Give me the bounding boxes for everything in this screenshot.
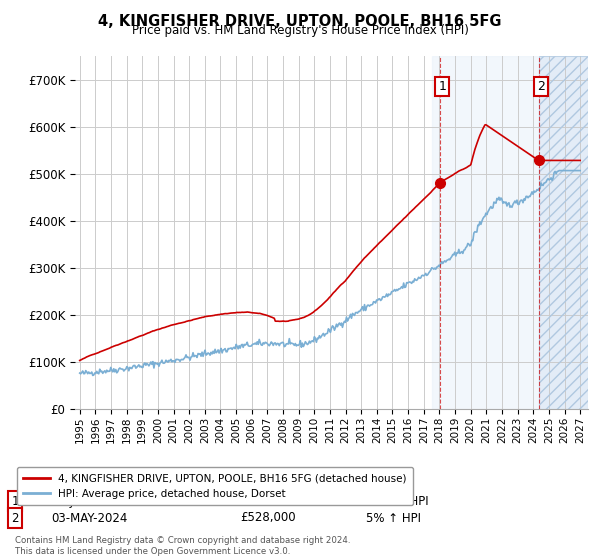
- Text: £480,000: £480,000: [240, 494, 296, 508]
- Text: Contains HM Land Registry data © Crown copyright and database right 2024.
This d: Contains HM Land Registry data © Crown c…: [15, 536, 350, 556]
- Text: 03-MAY-2024: 03-MAY-2024: [51, 511, 127, 525]
- Text: 1: 1: [11, 494, 19, 508]
- Text: £528,000: £528,000: [240, 511, 296, 525]
- Text: 5% ↑ HPI: 5% ↑ HPI: [366, 511, 421, 525]
- Text: Price paid vs. HM Land Registry's House Price Index (HPI): Price paid vs. HM Land Registry's House …: [131, 24, 469, 36]
- Bar: [539, 56, 588, 409]
- Text: 17-JAN-2018: 17-JAN-2018: [51, 494, 125, 508]
- Bar: [539, 56, 588, 409]
- Legend: 4, KINGFISHER DRIVE, UPTON, POOLE, BH16 5FG (detached house), HPI: Average price: 4, KINGFISHER DRIVE, UPTON, POOLE, BH16 …: [17, 467, 413, 505]
- Text: 14% ↑ HPI: 14% ↑ HPI: [366, 494, 428, 508]
- Text: 4, KINGFISHER DRIVE, UPTON, POOLE, BH16 5FG: 4, KINGFISHER DRIVE, UPTON, POOLE, BH16 …: [98, 14, 502, 29]
- Bar: [431, 56, 539, 409]
- Text: 2: 2: [11, 511, 19, 525]
- Text: 1: 1: [439, 80, 446, 93]
- Text: 2: 2: [537, 80, 545, 93]
